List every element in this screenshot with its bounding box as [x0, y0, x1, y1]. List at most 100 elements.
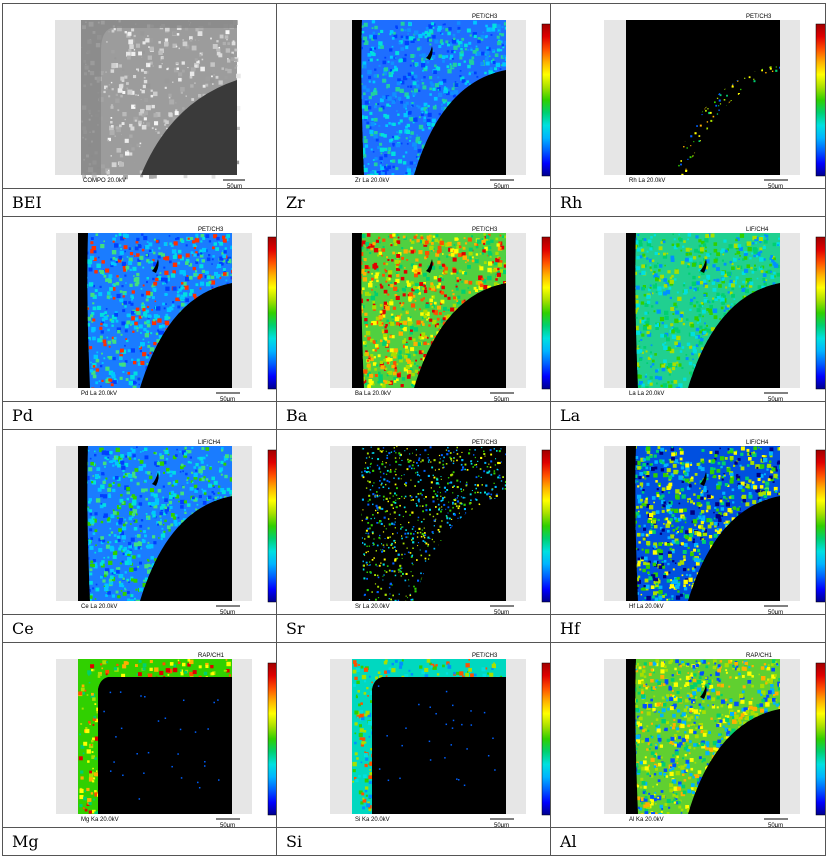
map-caption: Ce La 20.0kV [81, 604, 117, 610]
scale-label: 50μm [494, 397, 509, 402]
dark-grain [141, 80, 237, 175]
map-caption: Al Ka 20.0kV [629, 817, 664, 823]
scale-label: 50μm [220, 823, 235, 828]
crack-mark [700, 472, 707, 486]
map-cell-ba: Ba La 20.0kV50μmPET/CH3(counts)230207184… [277, 217, 551, 402]
crack-mark [152, 472, 159, 486]
element-label-cell: Si [277, 828, 551, 856]
map-margin [56, 446, 78, 601]
scale-label: 50μm [227, 184, 242, 189]
channel-label: PET/CH3 [198, 227, 224, 233]
crack-mark [152, 259, 159, 273]
map-margin [506, 446, 526, 601]
map-cell-hf: Hf La 20.0kV50μmLIF/CH4(counts)454239363… [551, 430, 826, 615]
color-scale-bar [541, 236, 550, 390]
color-scale-bar [541, 662, 550, 816]
color-scale-bar [815, 662, 825, 816]
map-cell-sr: Sr La 20.0kV50μmPET/CH3(counts)171615141… [277, 430, 551, 615]
channel-label: LIF/CH4 [746, 440, 769, 446]
map-cell-la: La La 20.0kV50μmLIF/CH4(counts)857667595… [551, 217, 826, 402]
element-label: Rh [560, 193, 583, 212]
element-label-cell: Rh [551, 189, 826, 217]
element-map-rh: Rh La 20.0kV50μmPET/CH3(counts)302826242… [604, 14, 825, 189]
map-margin [604, 659, 626, 814]
scale-label: 50μm [494, 610, 509, 615]
scale-label: 50μm [220, 397, 235, 402]
channel-label: LIF/CH4 [198, 440, 221, 446]
element-label: Zr [286, 193, 305, 212]
map-margin [780, 20, 800, 175]
scale-label: 50μm [768, 184, 783, 189]
element-label-cell: Sr [277, 615, 551, 643]
map-margin [780, 233, 800, 388]
element-label-cell: BEI [3, 189, 277, 217]
element-map-bei: COMPO 20.0kV 50μm [55, 20, 245, 189]
element-map-mg: Mg Ka 20.0kV50μmRAP/CH1(counts)120010559… [56, 653, 276, 828]
map-background [78, 659, 232, 814]
map-cell-al: Al Ka 20.0kV50μmRAP/CH1(counts)560049254… [551, 643, 826, 828]
element-map-table: COMPO 20.0kV 50μm BEI Zr La 20.0kV 50μm PET/C… [2, 3, 826, 856]
element-label: BEI [12, 193, 42, 212]
map-background [352, 446, 506, 601]
map-margin [56, 233, 78, 388]
color-scale-bar [267, 662, 276, 816]
map-margin [330, 233, 352, 388]
element-label-cell: La [551, 402, 826, 430]
element-map-zr: Zr La 20.0kV50μmPET/CH3(counts)650571493… [330, 14, 550, 189]
map-cell-mg: Mg Ka 20.0kV50μmRAP/CH1(counts)120010559… [3, 643, 277, 828]
map-margin [330, 446, 352, 601]
map-caption: Pd La 20.0kV [81, 391, 117, 397]
map-margin [604, 233, 626, 388]
element-label: Ba [286, 406, 308, 425]
map-caption: Si Ka 20.0kV [355, 817, 390, 823]
channel-label: PET/CH3 [472, 653, 498, 659]
map-margin [604, 20, 626, 175]
map-cell-zr: Zr La 20.0kV50μmPET/CH3(counts)650571493… [277, 4, 551, 189]
scale-label: 50μm [768, 397, 783, 402]
element-map-ce: Ce La 20.0kV50μmLIF/CH4(counts)397353309… [56, 440, 276, 614]
channel-label: PET/CH3 [472, 14, 498, 20]
color-scale-bar [815, 449, 825, 603]
element-label: Al [560, 832, 577, 851]
crack-mark [426, 46, 433, 60]
map-caption: Zr La 20.0kV [355, 178, 389, 184]
element-map-ba: Ba La 20.0kV50μmPET/CH3(counts)230207184… [330, 227, 550, 402]
element-map-sr: Sr La 20.0kV50μmPET/CH3(counts)171615141… [330, 440, 550, 615]
map-cell-bei: COMPO 20.0kV 50μm [3, 4, 277, 189]
element-label: Pd [12, 406, 34, 425]
map-cell-ce: Ce La 20.0kV50μmLIF/CH4(counts)397353309… [3, 430, 277, 615]
crack-mark [700, 685, 707, 699]
color-scale-bar [267, 236, 276, 390]
element-label-cell: Pd [3, 402, 277, 430]
map-cell-pd: Pd La 20.0kV50μmPET/CH3(counts)300265230… [3, 217, 277, 402]
map-margin [232, 659, 252, 814]
map-margin [330, 20, 352, 175]
color-scale-bar [541, 23, 550, 177]
color-scale-bar [541, 449, 550, 603]
map-cell-rh: Rh La 20.0kV50μmPET/CH3(counts)302826242… [551, 4, 826, 189]
channel-label: RAP/CH1 [746, 653, 773, 659]
element-map-pd: Pd La 20.0kV50μmPET/CH3(counts)300265230… [56, 227, 276, 402]
element-label: La [560, 406, 581, 425]
map-caption: Mg Ka 20.0kV [81, 817, 119, 823]
element-label-cell: Hf [551, 615, 826, 643]
channel-label: RAP/CH1 [198, 653, 225, 659]
map-margin [506, 20, 526, 175]
map-margin [56, 659, 78, 814]
crack-mark [426, 259, 433, 273]
map-margin [604, 446, 626, 601]
scale-label: 50μm [768, 823, 783, 828]
element-map-si: Si Ka 20.0kV50μmPET/CH3(counts)190016651… [330, 653, 550, 827]
scale-label: 50μm [494, 184, 509, 189]
element-label-cell: Al [551, 828, 826, 856]
element-label-cell: Zr [277, 189, 551, 217]
element-label: Ce [12, 619, 34, 638]
channel-label: LIF/CH4 [746, 227, 769, 233]
map-margin [506, 233, 526, 388]
channel-label: PET/CH3 [472, 227, 498, 233]
map-margin [780, 446, 800, 601]
channel-label: PET/CH3 [746, 14, 772, 20]
element-label-cell: Ba [277, 402, 551, 430]
map-caption: Rh La 20.0kV [629, 178, 665, 184]
element-label-cell: Ce [3, 615, 277, 643]
